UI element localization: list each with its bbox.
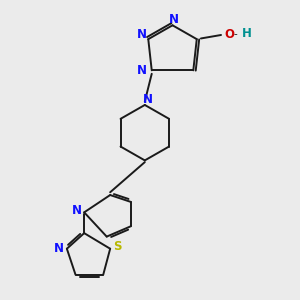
Text: N: N — [54, 242, 64, 255]
Text: N: N — [137, 64, 147, 77]
Text: -: - — [234, 29, 237, 39]
Text: N: N — [137, 28, 147, 41]
Text: N: N — [169, 13, 179, 26]
Text: N: N — [142, 93, 153, 106]
Text: H: H — [242, 27, 252, 40]
Text: O: O — [224, 28, 235, 41]
Text: N: N — [72, 204, 82, 217]
Text: S: S — [113, 241, 122, 254]
